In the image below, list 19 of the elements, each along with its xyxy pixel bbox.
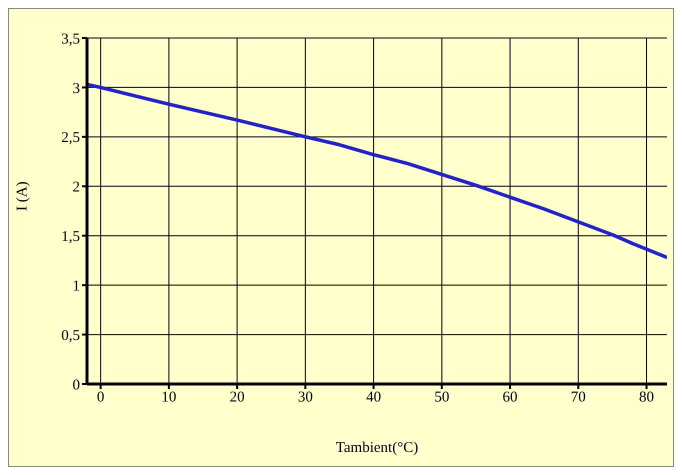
x-axis-title: Tambient(°C) [336, 440, 418, 456]
y-tick-label: 3,5 [61, 31, 80, 48]
x-tick-label: 0 [96, 390, 104, 406]
x-tick-label: 10 [161, 390, 176, 406]
y-axis-title: I (A) [14, 181, 30, 211]
y-tick-label: 2,5 [61, 130, 80, 146]
x-tick-label: 80 [639, 390, 654, 406]
y-tick-label: 1,5 [61, 229, 80, 246]
x-tick-label: 60 [502, 390, 518, 406]
x-tick-label: 20 [230, 390, 245, 406]
y-tick-label: 0 [72, 377, 80, 394]
x-tick-label: 50 [434, 390, 450, 406]
y-tick-label: 0,5 [61, 328, 80, 344]
x-tick-label: 70 [570, 390, 586, 406]
y-tick-label: 3 [72, 80, 80, 97]
x-tick-label: 40 [366, 390, 382, 406]
y-tick-label: 1 [72, 278, 80, 294]
x-tick-label: 30 [298, 390, 313, 406]
y-tick-label: 2 [72, 180, 80, 196]
